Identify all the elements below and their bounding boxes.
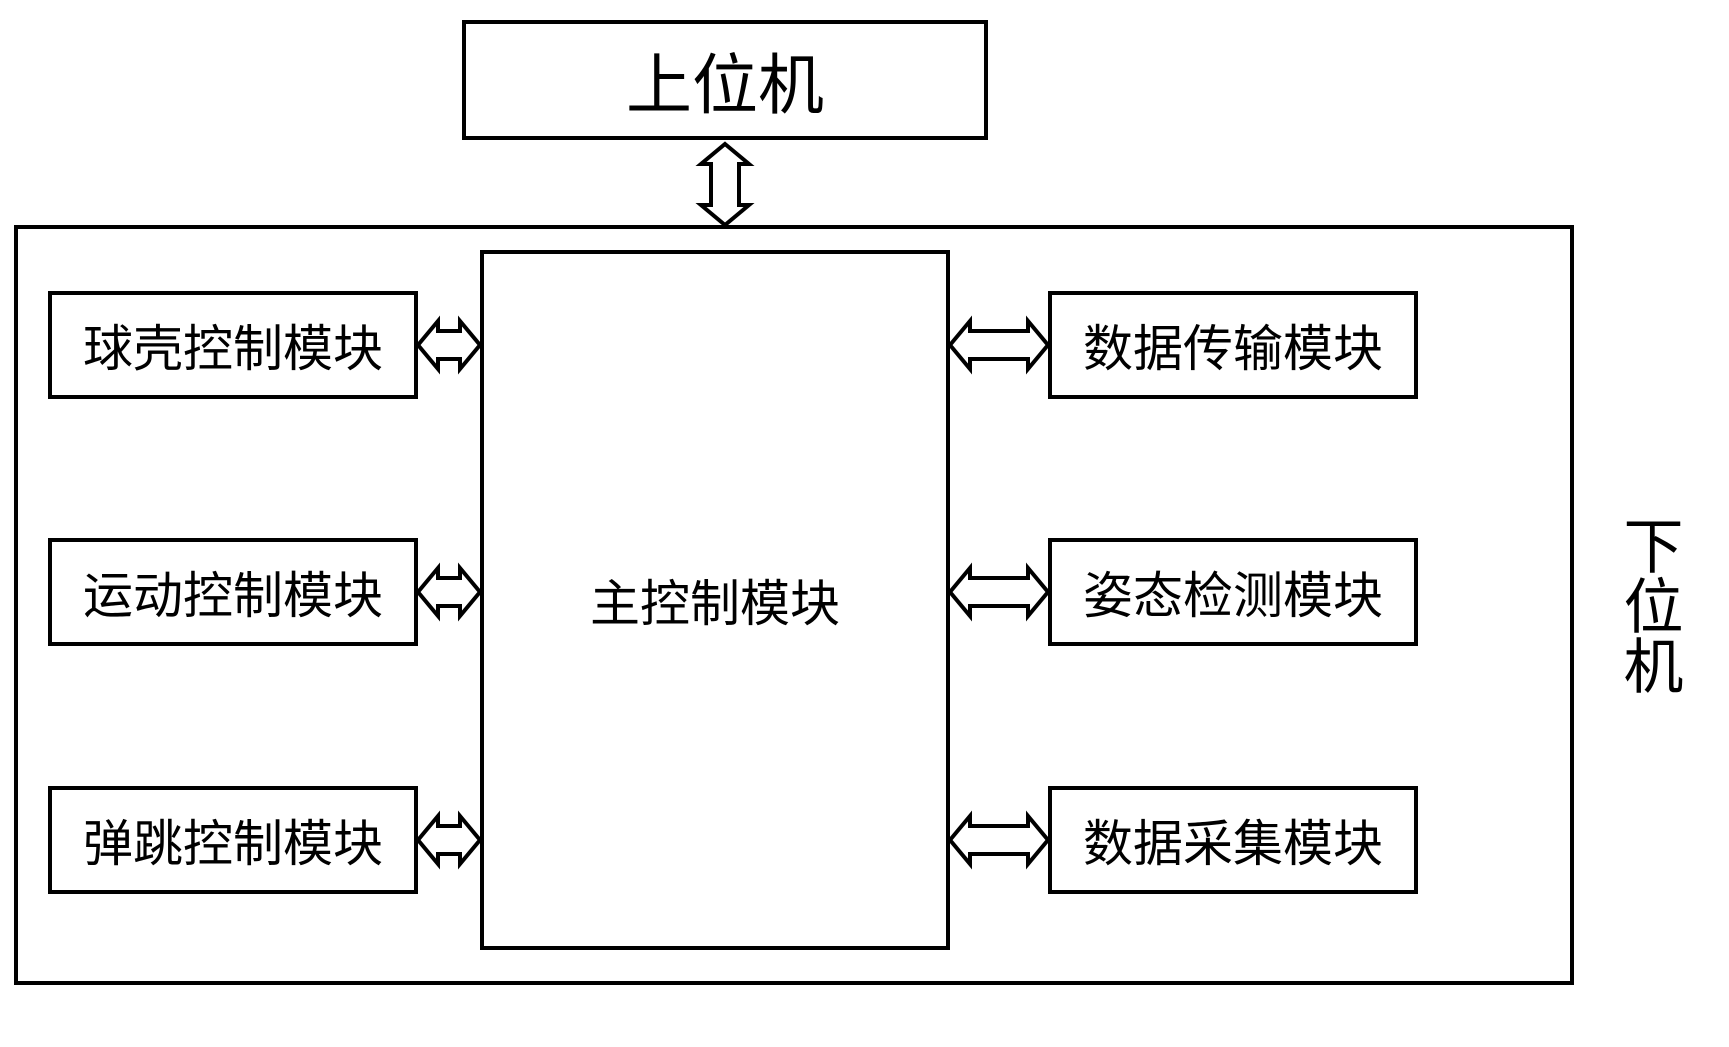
arrow-layer [0,0,1729,1047]
